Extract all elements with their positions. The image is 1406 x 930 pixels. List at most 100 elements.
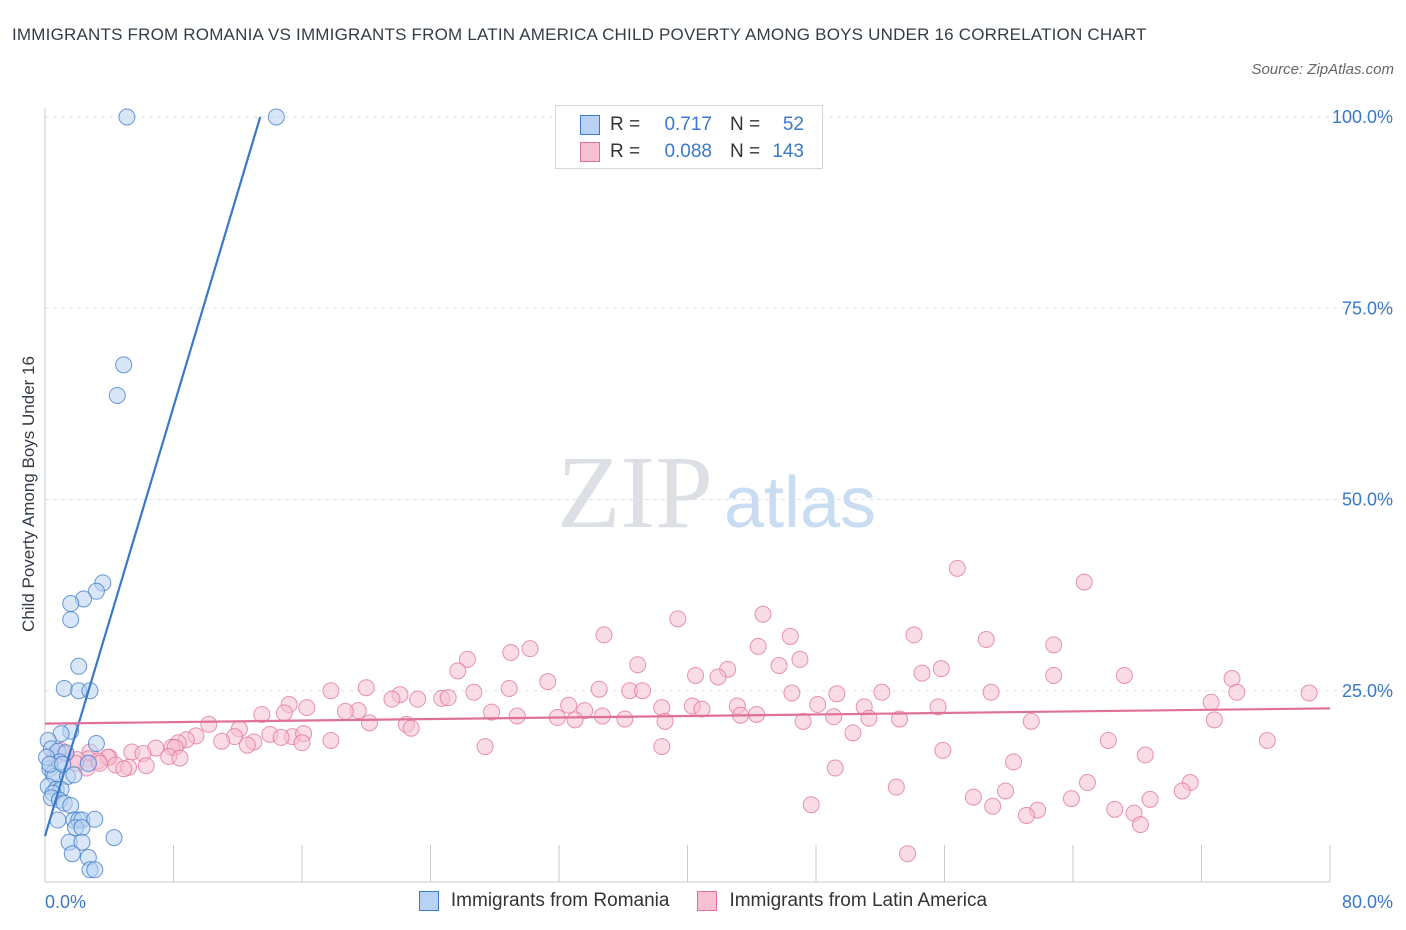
latin-america-point bbox=[483, 703, 501, 721]
latin-america-point bbox=[439, 689, 457, 707]
grid-lines bbox=[45, 116, 1392, 692]
latin-america-point bbox=[1173, 782, 1191, 800]
latin-america-point bbox=[964, 788, 982, 806]
latin-america-point bbox=[873, 683, 891, 701]
latin-america-point bbox=[465, 683, 483, 701]
romania-point bbox=[118, 108, 136, 126]
latin-america-point bbox=[322, 731, 340, 749]
latin-america-point bbox=[825, 708, 843, 726]
legend-n-value: 52 bbox=[782, 114, 804, 135]
latin-america-point bbox=[809, 696, 827, 714]
latin-america-point bbox=[213, 732, 231, 750]
legend-label-latin-america: Immigrants from Latin America bbox=[729, 890, 988, 911]
latin-america-point bbox=[749, 637, 767, 655]
latin-america-point bbox=[899, 845, 917, 863]
latin-america-point bbox=[1131, 816, 1149, 834]
latin-america-point bbox=[929, 698, 947, 716]
latin-america-point bbox=[1099, 731, 1117, 749]
latin-america-point bbox=[502, 644, 520, 661]
legend-r-value: 0.088 bbox=[664, 141, 712, 162]
latin-america-point bbox=[791, 650, 809, 668]
legend-r-value: 0.717 bbox=[664, 114, 712, 135]
romania-point bbox=[62, 595, 80, 613]
latin-america-point bbox=[360, 714, 378, 732]
y-tick-label: 25.0% bbox=[1342, 681, 1393, 701]
latin-america-point bbox=[1022, 712, 1040, 730]
latin-america-trend-line bbox=[44, 707, 1331, 725]
latin-america-point bbox=[1075, 573, 1093, 591]
latin-america-point bbox=[539, 673, 557, 691]
latin-america-point bbox=[1017, 806, 1035, 824]
y-tick-label: 50.0% bbox=[1342, 490, 1393, 510]
latin-america-point bbox=[1045, 636, 1063, 654]
legend-n-label: N = bbox=[730, 141, 761, 162]
latin-america-point bbox=[566, 711, 584, 729]
romania-point bbox=[87, 582, 105, 600]
legend-row-romania: R = 0.717 N = 52 bbox=[580, 113, 804, 137]
latin-america-point bbox=[383, 690, 401, 708]
latin-america-swatch bbox=[697, 891, 718, 911]
romania-point bbox=[63, 845, 81, 863]
latin-america-point bbox=[891, 710, 909, 728]
latin-america-point bbox=[693, 700, 711, 718]
latin-america-point bbox=[238, 736, 256, 754]
legend-item-romania[interactable]: Immigrants from Romania bbox=[418, 890, 670, 912]
latin-america-point bbox=[1300, 684, 1318, 702]
latin-america-point bbox=[500, 679, 518, 697]
latin-america-point bbox=[802, 796, 820, 814]
romania-trend-line bbox=[43, 116, 262, 837]
latin-america-swatch bbox=[580, 142, 600, 162]
latin-america-point bbox=[115, 760, 133, 778]
latin-america-point bbox=[322, 682, 340, 700]
latin-america-point bbox=[687, 666, 705, 684]
latin-america-point bbox=[629, 656, 647, 674]
legend-n-value: 143 bbox=[772, 141, 804, 162]
latin-america-point bbox=[1228, 683, 1246, 701]
x-tick-label: 80.0% bbox=[1342, 892, 1393, 912]
legend-r-label: R = bbox=[610, 114, 641, 135]
latin-america-point bbox=[293, 734, 311, 752]
x-tick-label: 0.0% bbox=[45, 892, 86, 912]
latin-america-point bbox=[560, 696, 578, 714]
latin-america-point bbox=[932, 660, 950, 678]
latin-america-point bbox=[997, 782, 1015, 800]
chart-title: IMMIGRANTS FROM ROMANIA VS IMMIGRANTS FR… bbox=[12, 25, 1147, 44]
romania-point bbox=[267, 108, 285, 126]
latin-america-point bbox=[783, 684, 801, 702]
romania-point bbox=[62, 797, 80, 814]
latin-america-point bbox=[1045, 666, 1063, 684]
latin-america-point bbox=[298, 699, 316, 717]
latin-america-point bbox=[887, 778, 905, 796]
latin-america-point bbox=[458, 650, 476, 668]
romania-point bbox=[70, 657, 88, 675]
latin-america-point bbox=[982, 683, 1000, 701]
romania-point bbox=[65, 766, 83, 784]
romania-point bbox=[105, 829, 123, 847]
latin-america-point bbox=[669, 610, 687, 628]
legend-label-romania: Immigrants from Romania bbox=[450, 890, 670, 911]
romania-point bbox=[73, 819, 91, 837]
legend-row-latin-america: R = 0.088 N = 143 bbox=[580, 140, 804, 164]
latin-america-point bbox=[934, 741, 952, 759]
latin-america-point bbox=[1202, 693, 1220, 711]
romania-point bbox=[86, 861, 104, 879]
latin-america-point bbox=[476, 738, 494, 756]
tick-labels: 100.0% 75.0% 50.0% 25.0% 0.0% 80.0% bbox=[45, 107, 1393, 912]
latin-america-point bbox=[770, 657, 788, 675]
legend-item-latin-america[interactable]: Immigrants from Latin America bbox=[697, 890, 987, 912]
watermark-atlas: atlas bbox=[724, 463, 876, 543]
romania-point bbox=[79, 754, 97, 772]
correlation-legend: R = 0.717 N = 52 R = 0.088 N = 143 bbox=[555, 105, 823, 169]
romania-swatch bbox=[418, 891, 439, 911]
latin-america-point bbox=[754, 605, 772, 623]
latin-america-point bbox=[828, 685, 846, 703]
latin-america-point bbox=[272, 728, 290, 746]
romania-point bbox=[87, 735, 105, 753]
latin-america-point bbox=[595, 626, 613, 644]
romania-point bbox=[73, 833, 91, 851]
romania-point bbox=[115, 356, 133, 374]
latin-america-point bbox=[402, 719, 420, 737]
legend-n-label: N = bbox=[730, 114, 761, 135]
latin-america-point bbox=[1205, 711, 1223, 729]
latin-america-point bbox=[449, 662, 467, 680]
